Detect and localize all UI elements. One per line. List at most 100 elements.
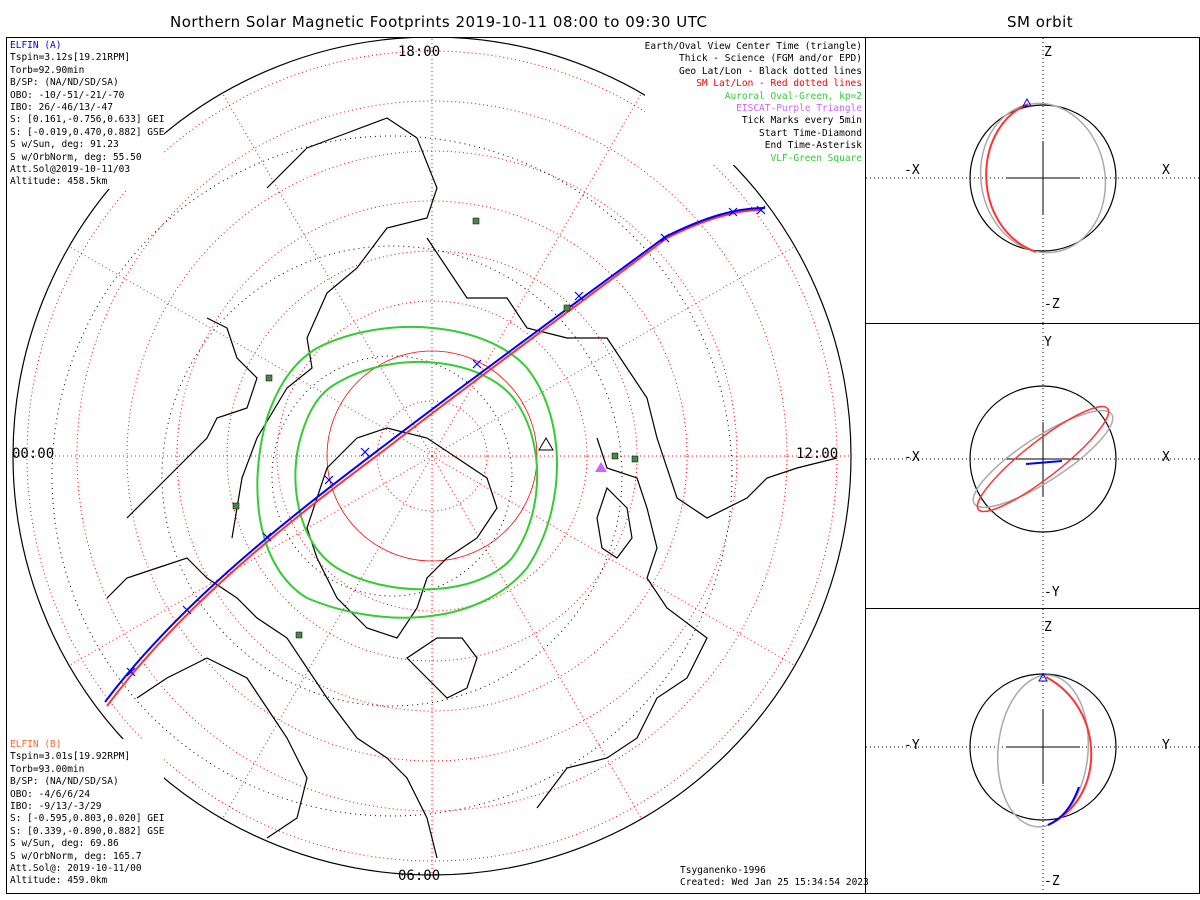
elfin-b-info-line: S w/OrbNorm, deg: 165.7	[10, 850, 142, 862]
geo-latitude-circle	[271, 355, 513, 597]
coast-arctic	[306, 427, 498, 639]
xz-left-label: -X	[904, 163, 920, 178]
elfin-b-info-line: Altitude: 459.0km	[10, 875, 108, 887]
sm-longitude-line	[68, 245, 433, 457]
elfin-a-info-line: OBO: -10/-51/-21/-70	[10, 89, 125, 101]
legend-entry: Thick - Science (FGM and/or EPD)	[678, 53, 862, 65]
elfin-a-track	[104, 207, 766, 703]
legend-entry: Start Time-Diamond	[759, 127, 862, 139]
coast-alaska	[136, 657, 308, 839]
orbit-panel-yz: -Y Y Z -Z	[866, 609, 1199, 893]
xz-right-label: X	[1162, 163, 1170, 178]
time-label-left: 00:00	[12, 446, 55, 462]
elfin-a-lines: Tspin=3.12s[19.21RPM] Torb=92.90min B/SP: …	[10, 52, 164, 188]
earth-circle	[969, 104, 1117, 252]
legend-entry: Geo Lat/Lon - Black dotted lines	[678, 65, 862, 77]
elfin-b-track	[106, 209, 763, 707]
yz-top-label: Z	[1044, 620, 1052, 635]
xy-right-label: X	[1162, 450, 1170, 465]
auroral-oval-outer	[256, 326, 558, 619]
sm-latitude-circle	[276, 300, 588, 612]
continent-outlines	[106, 117, 838, 859]
elfin-b-info-line: Tspin=3.01s[19.92RPM]	[10, 751, 131, 763]
vlf-stations	[232, 217, 639, 639]
eiscat-triangle	[595, 462, 607, 472]
coast-asia-east	[536, 437, 708, 809]
coast-canada	[126, 317, 258, 519]
auroral-oval-inner	[294, 360, 539, 591]
xy-top-label: Y	[1044, 335, 1052, 350]
elfin-b-info-line: B/SP: (NA/ND/SD/SA)	[10, 776, 119, 788]
legend-entry: SM Lat/Lon - Red dotted lines	[696, 78, 862, 90]
vlf-square	[265, 374, 273, 382]
elfin-b-lines: Tspin=3.01s[19.92RPM] Torb=93.00min B/SP: …	[10, 751, 164, 887]
coast-siberia	[106, 557, 438, 859]
elfin-a-info: ELFIN (A) Tspin=3.12s[19.21RPM] Torb=92.9…	[10, 40, 165, 189]
elfin-b-name: ELFIN (B)	[10, 739, 62, 750]
yz-left-label: -Y	[904, 738, 920, 753]
orbit-title: SM orbit	[1007, 13, 1074, 31]
vlf-square	[295, 631, 303, 639]
elfin-b-info-line: S w/Sun, deg: 69.86	[10, 838, 119, 850]
yz-right-label: Y	[1162, 738, 1170, 753]
map-legend: Earth/Oval View Center Time (triangle) Th…	[644, 41, 862, 166]
sm-longitude-line	[431, 455, 643, 820]
elfin-a-info-line: Torb=92.90min	[10, 64, 85, 76]
elfin-a-info-line: S w/Sun, deg: 91.23	[10, 139, 119, 151]
legend-entry: Tick Marks every 5min	[741, 115, 862, 127]
geo-latitude-circle	[161, 245, 623, 707]
elfin-a-info-line: IBO: 26/-46/13/-47	[10, 102, 113, 114]
elfin-a-info-line: Att.Sol@2019-10-11/03	[10, 164, 131, 176]
elfin-a-info-line: S: [-0.019,0.470,0.882] GSE	[10, 126, 165, 138]
page-title: Northern Solar Magnetic Footprints 2019-…	[170, 13, 708, 31]
sm-longitude-line	[68, 455, 433, 667]
elfin-a-info-line: Altitude: 458.5km	[10, 176, 108, 188]
yz-bottom-label: -Z	[1044, 874, 1060, 889]
elfin-b-info-line: S: [0.339,-0.890,0.882] GSE	[10, 825, 165, 837]
vlf-square	[631, 455, 639, 463]
coast-island	[406, 637, 478, 699]
legend-entry: Earth/Oval View Center Time (triangle)	[644, 41, 862, 52]
time-label-bottom: 06:00	[398, 868, 441, 884]
vlf-square	[563, 304, 571, 312]
elfin-b-info-line: Torb=93.00min	[10, 763, 85, 775]
elfin-b-info: ELFIN (B) Tspin=3.01s[19.92RPM] Torb=93.0…	[10, 739, 165, 888]
sm-latitude-circle	[176, 200, 688, 712]
xy-left-label: -X	[904, 450, 920, 465]
view-center-triangle	[538, 437, 554, 451]
geo-latitude-circle	[51, 135, 733, 817]
legend-entry: EISCAT-Purple Triangle	[736, 103, 862, 115]
coast-asia-north	[426, 237, 838, 519]
earth-circle	[969, 385, 1117, 533]
orbit-panel-xz: -X X Z -Z	[866, 38, 1199, 323]
vlf-square	[611, 452, 619, 460]
vlf-square	[472, 217, 480, 225]
elfin-a-name: ELFIN (A)	[10, 40, 62, 51]
sm-longitude-line	[431, 92, 643, 457]
orbit-panel-xy: -X X Y -Y	[866, 324, 1199, 608]
legend-entry: End Time-Asterisk	[764, 140, 862, 152]
sm-longitude-line	[221, 455, 433, 820]
polar-footprint-map	[12, 38, 852, 876]
legend-entry: Auroral Oval-Green, kp=2	[724, 90, 862, 102]
time-label-right: 12:00	[796, 446, 839, 462]
model-label: Tsyganenko-1996	[680, 865, 766, 876]
elfin-a-tick-marks	[126, 205, 766, 677]
xy-bottom-label: -Y	[1044, 585, 1060, 600]
xz-top-label: Z	[1044, 45, 1052, 60]
map-boundary	[12, 38, 852, 876]
sm-longitude-line	[431, 455, 796, 667]
created-label: Created: Wed Jan 25 15:34:54 2023	[680, 877, 869, 889]
elfin-b-info-line: S: [-0.595,0.803,0.020] GEI	[10, 813, 165, 825]
elfin-tracks	[104, 205, 766, 707]
coast-scandinavia	[596, 486, 633, 559]
auroral-ovals	[256, 326, 558, 619]
sm-longitude-line	[221, 92, 433, 457]
legend-entry: VLF-Green Square	[770, 152, 862, 164]
elfin-a-info-line: S: [0.161,-0.756,0.633] GEI	[10, 114, 165, 126]
elfin-b-info-line: OBO: -4/6/6/24	[10, 788, 91, 800]
map-grid	[12, 38, 852, 876]
xz-bottom-label: -Z	[1044, 297, 1060, 312]
elfin-b-info-line: IBO: -9/13/-3/29	[10, 801, 102, 813]
elfin-a-info-line: S w/OrbNorm, deg: 55.50	[10, 151, 142, 163]
